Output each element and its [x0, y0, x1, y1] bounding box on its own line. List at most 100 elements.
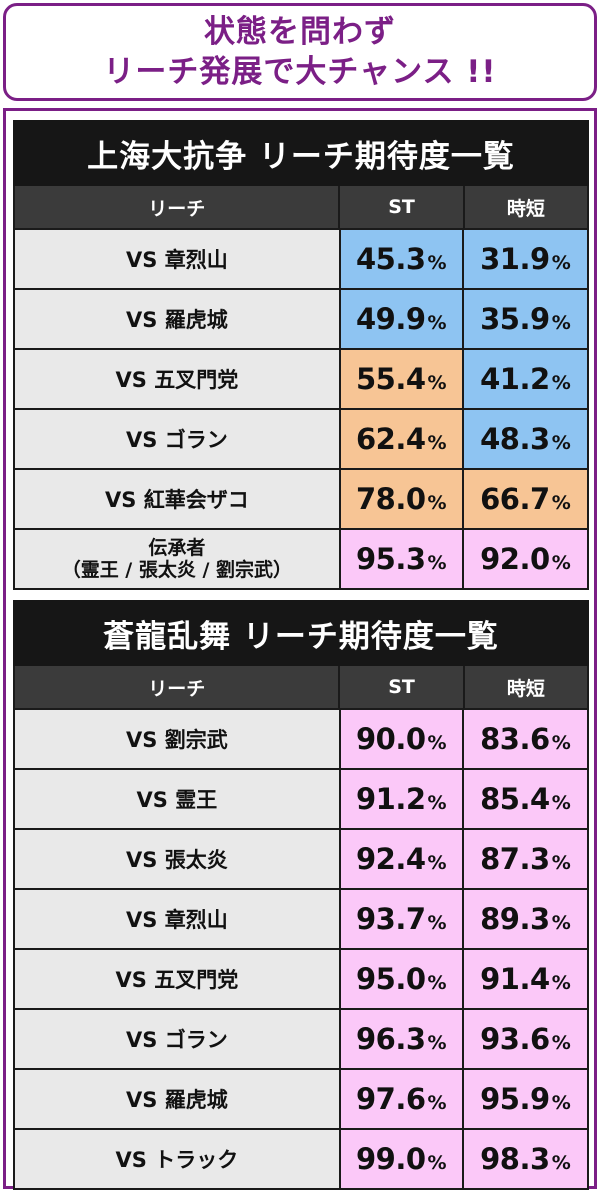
st-value-cell: 99.0% [340, 1130, 464, 1188]
jitan-value-cell: 92.0% [463, 530, 587, 588]
column-header-reach: リーチ [15, 186, 341, 228]
table-row: VS 五叉門党 95.0% 91.4% [15, 948, 587, 1008]
jitan-value: 89.3 [480, 902, 550, 936]
reach-name-line-2: （霊王 / 張太炎 / 劉宗武） [61, 559, 293, 581]
st-value-cell: 95.0% [340, 950, 464, 1008]
table-row: VS 張太炎 92.4% 87.3% [15, 828, 587, 888]
jitan-value: 98.3 [480, 1142, 550, 1176]
reach-name: VS ゴラン [15, 1010, 341, 1068]
st-value: 92.4 [355, 842, 426, 876]
percent-sign: % [551, 912, 571, 934]
table-row: VS 章烈山 93.7% 89.3% [15, 888, 587, 948]
reach-name: VS 五叉門党 [15, 350, 341, 408]
jitan-value: 87.3 [480, 842, 550, 876]
st-value: 93.7 [355, 902, 426, 936]
st-value-cell: 78.0% [340, 470, 464, 528]
percent-sign: % [427, 972, 447, 994]
percent-sign: % [551, 252, 571, 274]
table-row: VS 羅虎城 97.6% 95.9% [15, 1068, 587, 1128]
headline-line-2: リーチ発展で大チャンス !! [103, 54, 497, 90]
table-row: VS 章烈山 45.3% 31.9% [15, 228, 587, 288]
jitan-value: 35.9 [480, 302, 550, 336]
headline-line-1: 状態を問わず [204, 14, 396, 50]
st-value-cell: 93.7% [340, 890, 464, 948]
percent-sign: % [551, 1032, 571, 1054]
st-value: 62.4 [355, 422, 426, 456]
percent-sign: % [551, 432, 571, 454]
reach-name: VS 章烈山 [15, 230, 341, 288]
jitan-value-cell: 83.6% [463, 710, 587, 768]
reach-name: VS 紅華会ザコ [15, 470, 341, 528]
jitan-value-cell: 89.3% [463, 890, 587, 948]
reach-name: VS 張太炎 [15, 830, 341, 888]
reach-name: 伝承者 （霊王 / 張太炎 / 劉宗武） [15, 530, 341, 588]
jitan-value-cell: 31.9% [463, 230, 587, 288]
percent-sign: % [551, 372, 571, 394]
percent-sign: % [427, 312, 447, 334]
percent-sign: % [551, 312, 571, 334]
jitan-value: 95.9 [480, 1082, 550, 1116]
st-value-cell: 92.4% [340, 830, 464, 888]
percent-sign: % [427, 912, 447, 934]
jitan-value-cell: 48.3% [463, 410, 587, 468]
table-row: VS 紅華会ザコ 78.0% 66.7% [15, 468, 587, 528]
percent-sign: % [551, 1152, 571, 1174]
table-row: 伝承者 （霊王 / 張太炎 / 劉宗武） 95.3% 92.0% [15, 528, 587, 588]
st-value-cell: 49.9% [340, 290, 464, 348]
jitan-value: 83.6 [480, 722, 550, 756]
st-value: 96.3 [355, 1022, 426, 1056]
tables-frame: 上海大抗争 リーチ期待度一覧 リーチ ST 時短 VS 章烈山 45.3% 31… [3, 108, 597, 1190]
percent-sign: % [551, 1092, 571, 1114]
reach-name: VS 章烈山 [15, 890, 341, 948]
percent-sign: % [427, 732, 447, 754]
table-body: リーチ ST 時短 VS 章烈山 45.3% 31.9% VS 羅虎城 49.9… [13, 186, 589, 590]
column-header-st: ST [340, 666, 465, 708]
percent-sign: % [551, 792, 571, 814]
column-header-st: ST [340, 186, 465, 228]
reach-name: VS 五叉門党 [15, 950, 341, 1008]
percent-sign: % [427, 1152, 447, 1174]
percent-sign: % [427, 852, 447, 874]
jitan-value: 31.9 [480, 242, 550, 276]
st-value-cell: 55.4% [340, 350, 464, 408]
jitan-value-cell: 93.6% [463, 1010, 587, 1068]
headline-banner: 状態を問わず リーチ発展で大チャンス !! [3, 3, 597, 101]
percent-sign: % [427, 432, 447, 454]
table-title: 上海大抗争 リーチ期待度一覧 [13, 120, 589, 186]
reach-name: VS 羅虎城 [15, 1070, 341, 1128]
jitan-value: 93.6 [480, 1022, 550, 1056]
column-header-jitan: 時短 [506, 197, 545, 220]
percent-sign: % [427, 252, 447, 274]
table-row: VS 五叉門党 55.4% 41.2% [15, 348, 587, 408]
st-value: 95.0 [355, 962, 426, 996]
percent-sign: % [551, 492, 571, 514]
table-row: VS 霊王 91.2% 85.4% [15, 768, 587, 828]
column-header-jitan: 時短 [506, 677, 545, 700]
jitan-value: 66.7 [480, 482, 550, 516]
table-row: VS ゴラン 62.4% 48.3% [15, 408, 587, 468]
st-value: 49.9 [355, 302, 426, 336]
jitan-value-cell: 85.4% [463, 770, 587, 828]
st-value: 78.0 [355, 482, 426, 516]
table-row: VS ゴラン 96.3% 93.6% [15, 1008, 587, 1068]
reach-name-line-1: 伝承者 [148, 537, 206, 559]
table-row: VS 劉宗武 90.0% 83.6% [15, 708, 587, 768]
jitan-value-cell: 91.4% [463, 950, 587, 1008]
table-header-row: リーチ ST 時短 [15, 666, 587, 708]
st-value: 90.0 [355, 722, 426, 756]
st-value: 99.0 [355, 1142, 426, 1176]
reach-name: VS ゴラン [15, 410, 341, 468]
jitan-value-cell: 41.2% [463, 350, 587, 408]
reach-table-shanghai: 上海大抗争 リーチ期待度一覧 リーチ ST 時短 VS 章烈山 45.3% 31… [13, 120, 589, 590]
jitan-value: 48.3 [480, 422, 550, 456]
st-value-cell: 96.3% [340, 1010, 464, 1068]
percent-sign: % [551, 552, 571, 574]
column-header-reach: リーチ [15, 666, 341, 708]
reach-name: VS 霊王 [15, 770, 341, 828]
jitan-value-cell: 35.9% [463, 290, 587, 348]
reach-name: VS 羅虎城 [15, 290, 341, 348]
reach-table-souryu: 蒼龍乱舞 リーチ期待度一覧 リーチ ST 時短 VS 劉宗武 90.0% 83.… [13, 600, 589, 1190]
percent-sign: % [427, 1092, 447, 1114]
st-value-cell: 95.3% [340, 530, 464, 588]
jitan-value: 92.0 [480, 542, 550, 576]
